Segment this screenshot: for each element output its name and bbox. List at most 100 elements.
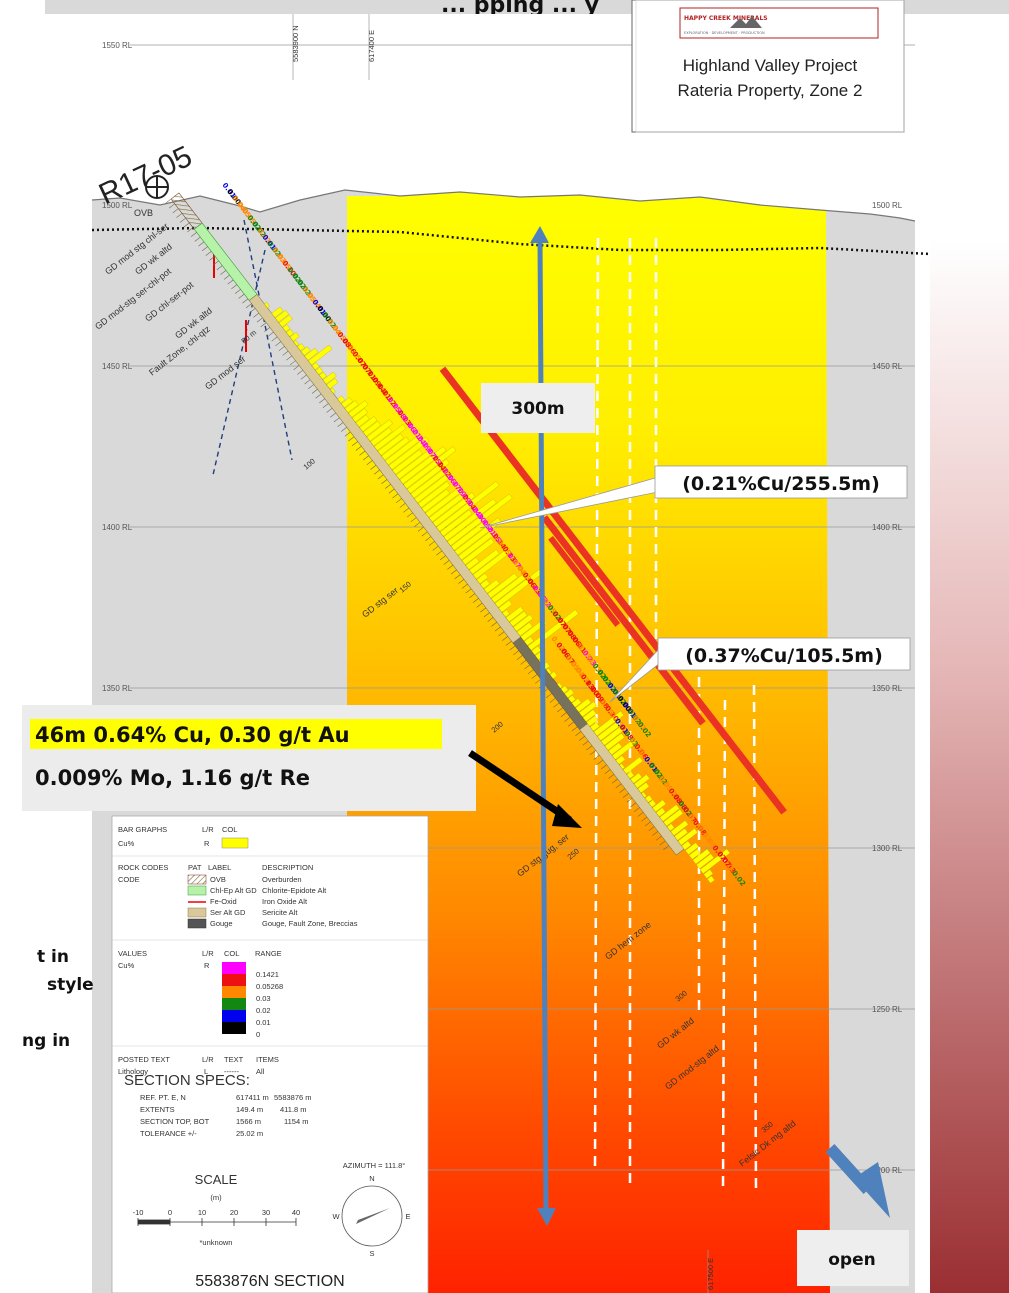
easting-label: 617400 E [367,30,376,62]
cu-bar [458,531,493,561]
depth-tick [315,393,322,399]
depth-tick [535,678,541,684]
depth-tick [205,251,212,256]
depth-tick [286,355,293,361]
depth-tick [341,426,347,432]
cu-bar [546,668,552,675]
cu-bar [652,799,667,813]
easting-bottom-label: 617500 E [706,1258,715,1290]
cu-bar [395,449,433,480]
depth-tick [425,536,432,542]
depth-tick [622,793,629,798]
cu-bar [692,848,711,865]
cu-bar [600,726,624,746]
callout-short: (0.37%Cu/105.5m) [609,637,911,703]
depth-tick [564,716,571,722]
cu-bar [681,840,692,851]
depth-tick [297,369,304,375]
cu-bar [696,853,715,870]
depth-tick [630,802,637,808]
depth-tick [560,712,567,717]
cu-bar [300,346,311,356]
cu-bar [388,436,430,470]
cu-bar [491,574,526,603]
depth-tick [633,807,640,813]
depth-tick [216,265,223,271]
svg-text:L: L [204,1067,208,1076]
svg-text:LABEL: LABEL [208,863,231,872]
svg-text:t in: t in [37,947,69,967]
depth-tick [373,469,380,475]
depth-tick [311,388,318,394]
svg-text:L/R: L/R [202,825,214,834]
rl-label: 1500 RL [872,201,903,210]
svg-text:Cu%: Cu% [118,961,135,970]
svg-text:Iron Oxide Alt: Iron Oxide Alt [262,897,308,906]
svg-text:10: 10 [198,1208,206,1217]
svg-text:*unknown: *unknown [200,1238,233,1247]
svg-text:ng in: ng in [22,1031,70,1051]
cu-bar [622,756,644,775]
gouge-interval [512,636,588,730]
cu-bar [373,424,407,451]
rl-label: 1300 RL [872,844,903,853]
depth-tick [626,797,633,803]
highlight-line2: 0.009% Mo, 1.16 g/t Re [35,766,310,790]
cu-bar [480,579,490,589]
depth-tick [355,446,362,451]
label-300m-box [481,383,595,433]
rl-label: 1450 RL [872,362,903,371]
depth-tick [344,431,351,437]
svg-text:L/R: L/R [202,1055,214,1064]
depth-tick [231,284,238,290]
cu-bar [432,492,476,527]
cu-bar [436,481,500,532]
cu-bar [608,742,623,756]
depth-tick [655,835,662,841]
svg-text:R: R [204,839,210,848]
depth-tick [282,350,289,356]
cu-bar [399,446,447,485]
depth-tick [234,289,241,294]
cu-bar [472,547,512,580]
cu-bar [308,344,333,366]
cu-bar [370,427,393,447]
depth-tick [516,655,523,660]
depth-tick [168,203,175,209]
cu-bar [476,573,489,584]
depth-tick [395,498,402,504]
depth-tick [406,512,413,518]
svg-text:411.8 m: 411.8 m [280,1105,307,1114]
rl-label: 1500 RL [102,201,133,210]
depth-tick [183,222,190,228]
depth-tick [249,308,256,313]
depth-tick [172,208,179,214]
depth-tick [641,816,648,822]
cu-bar [271,306,284,318]
cu-bar [557,682,563,689]
depth-tick [410,517,417,523]
depth-tick [527,669,534,675]
company-logo [679,7,879,39]
svg-text:COL: COL [222,825,237,834]
cu-bar [670,820,689,836]
depth-tick [289,360,296,366]
depth-tick [337,422,344,427]
svg-text:POSTED TEXT: POSTED TEXT [118,1055,170,1064]
cu-bar [377,433,404,456]
cu-bar [633,774,650,789]
svg-text:DESCRIPTION: DESCRIPTION [262,863,313,872]
svg-text:0: 0 [168,1208,172,1217]
cu-bar [326,378,339,390]
cu-bar [319,371,327,380]
legend-swatch-cu [221,837,249,849]
svg-text:style: style [47,975,94,995]
depth-tick [557,707,563,713]
svg-text:EXTENTS: EXTENTS [140,1105,175,1114]
cu-bar [421,489,450,513]
cu-bar [648,799,657,808]
cu-bar [359,416,378,432]
depth-tick [491,621,498,627]
cu-bar [275,309,290,323]
cu-bar [564,688,575,699]
